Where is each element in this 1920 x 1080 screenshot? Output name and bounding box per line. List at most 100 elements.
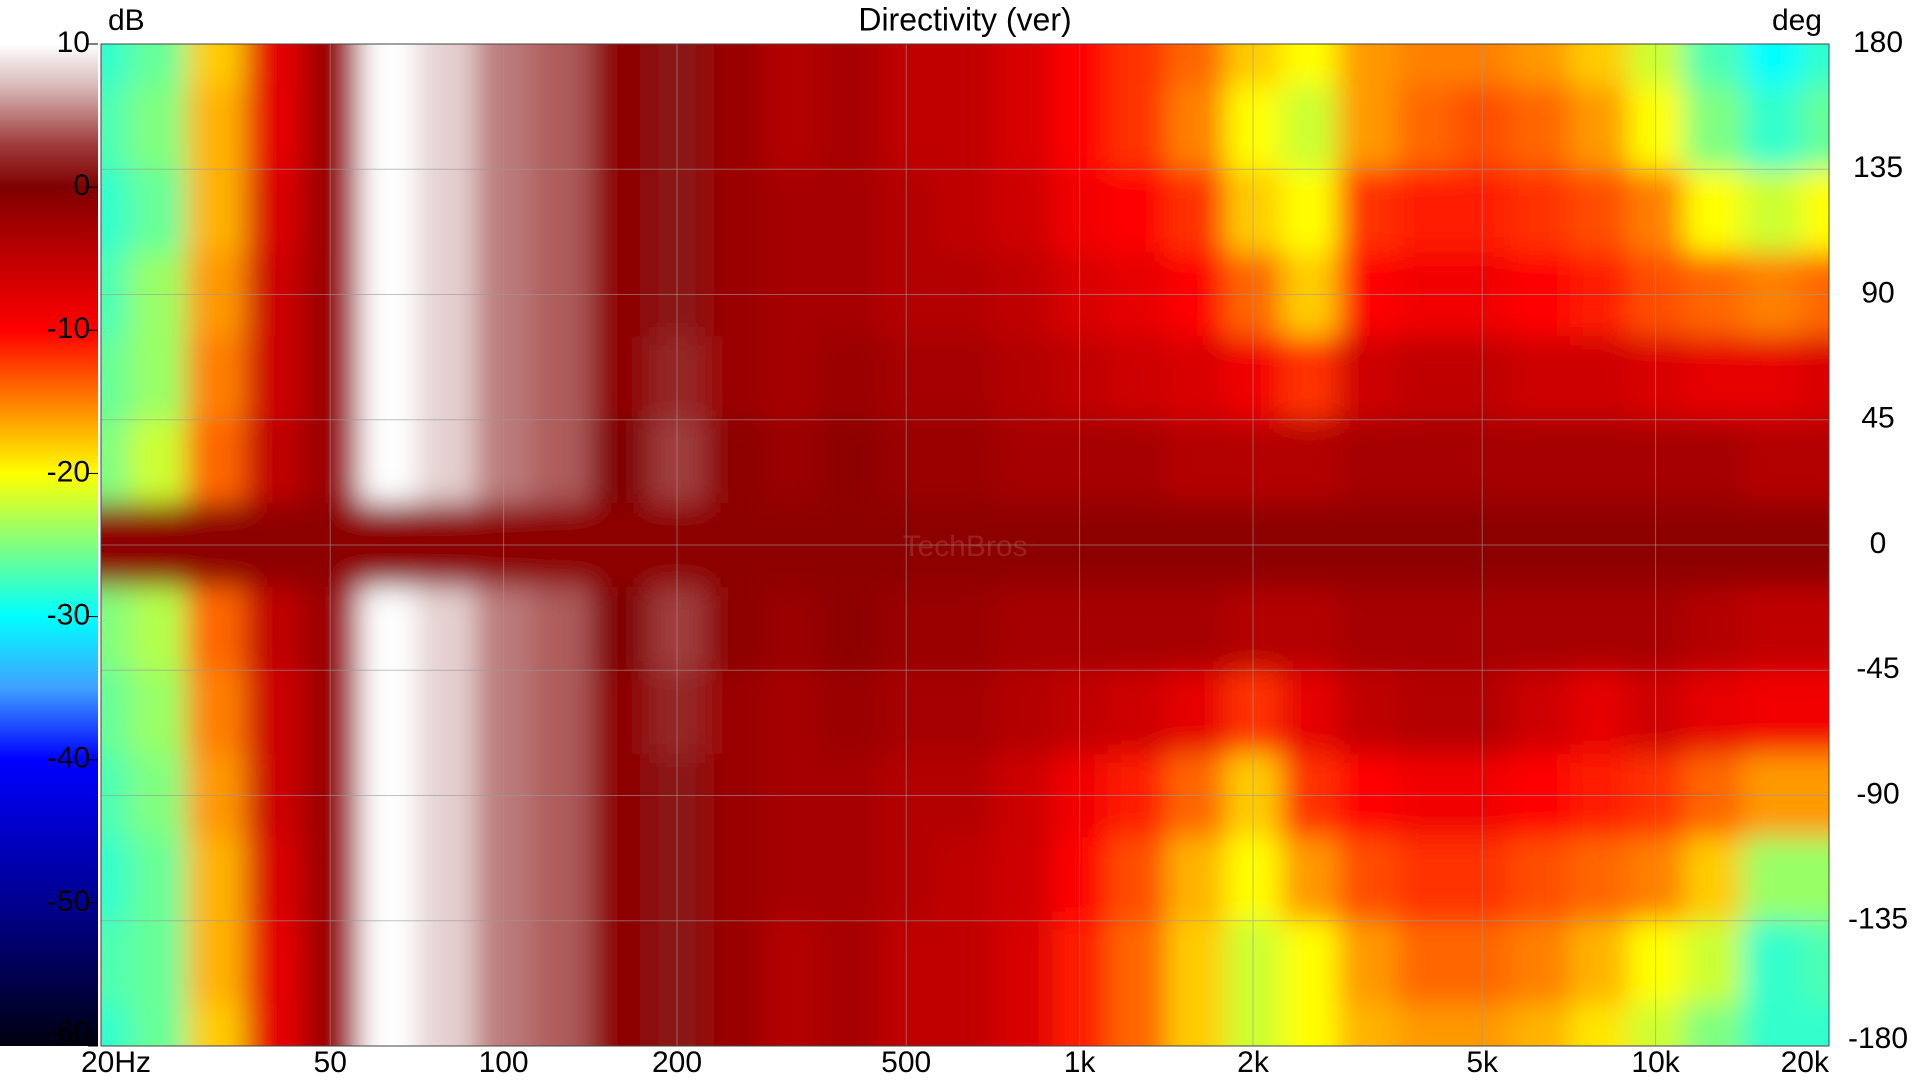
heat-cell bbox=[1280, 169, 1339, 254]
heat-cell bbox=[531, 85, 591, 170]
heat-cell bbox=[359, 336, 419, 421]
heat-cell bbox=[1107, 419, 1167, 504]
heat-cell bbox=[1569, 85, 1629, 170]
heat-cell bbox=[417, 670, 477, 755]
heat-cell bbox=[590, 44, 650, 87]
y-axis-label: deg bbox=[1772, 4, 1822, 37]
heat-cell bbox=[1337, 586, 1398, 671]
heat-cell bbox=[531, 837, 591, 922]
heat-cell bbox=[590, 419, 650, 504]
heat-cell bbox=[590, 336, 650, 421]
x-tick-label: 5k bbox=[1466, 1046, 1499, 1079]
heat-cell bbox=[1742, 336, 1802, 421]
heat-cell bbox=[244, 169, 303, 254]
heat-cell bbox=[820, 920, 879, 1005]
heat-cell bbox=[531, 670, 591, 755]
heat-cell bbox=[1742, 586, 1802, 671]
colorbar-tick-label: 0 bbox=[73, 169, 90, 202]
heat-cell bbox=[993, 1004, 1053, 1046]
heat-cell bbox=[1337, 920, 1398, 1005]
heat-cell bbox=[531, 169, 591, 254]
heat-cell bbox=[704, 85, 763, 170]
heat-cell bbox=[1801, 670, 1829, 755]
heat-cell bbox=[531, 44, 591, 87]
heat-cell bbox=[302, 837, 360, 922]
heat-cell bbox=[1454, 85, 1512, 170]
heat-cell bbox=[1337, 44, 1398, 87]
heat-cell bbox=[1683, 1004, 1743, 1046]
heat-cell bbox=[590, 169, 650, 254]
heat-cell bbox=[128, 837, 187, 922]
colorbar-tick-label: -40 bbox=[47, 742, 90, 775]
heat-cell bbox=[128, 419, 187, 504]
heat-cell bbox=[1801, 44, 1829, 87]
heat-cell bbox=[302, 920, 360, 1005]
colorbar-label: dB bbox=[108, 4, 145, 37]
heat-cell bbox=[1683, 837, 1743, 922]
heat-cell bbox=[1396, 920, 1455, 1005]
heatmap bbox=[101, 44, 1829, 1046]
heat-cell bbox=[1569, 419, 1629, 504]
heat-cell bbox=[761, 920, 822, 1005]
heat-cell bbox=[1396, 670, 1455, 755]
heat-cell bbox=[128, 169, 187, 254]
heat-cell bbox=[1107, 336, 1167, 421]
heat-cell bbox=[935, 1004, 995, 1046]
heat-cell bbox=[1107, 920, 1167, 1005]
heat-cell bbox=[820, 44, 879, 87]
y-tick-label: 90 bbox=[1861, 276, 1894, 309]
heat-cell bbox=[1280, 920, 1339, 1005]
heat-cell bbox=[1107, 670, 1167, 755]
heat-cell bbox=[1801, 336, 1829, 421]
heat-cell bbox=[1742, 920, 1802, 1005]
heat-cell bbox=[1166, 837, 1226, 922]
heat-cell bbox=[244, 419, 303, 504]
y-tick-label: 0 bbox=[1870, 527, 1887, 560]
watermark: TechBros bbox=[902, 530, 1027, 563]
heat-cell bbox=[1683, 85, 1743, 170]
colorbar bbox=[0, 44, 98, 1046]
heat-cell bbox=[935, 44, 995, 87]
heat-cell bbox=[101, 920, 130, 1005]
heat-cell bbox=[590, 920, 650, 1005]
y-tick-label: 180 bbox=[1853, 26, 1903, 59]
heat-cell bbox=[1801, 419, 1829, 504]
heat-cell bbox=[128, 336, 187, 421]
heat-cell bbox=[1454, 1004, 1512, 1046]
heat-cell bbox=[878, 44, 936, 87]
heat-cell bbox=[101, 336, 130, 421]
heat-cell bbox=[1742, 670, 1802, 755]
heat-cell bbox=[820, 586, 879, 671]
heat-cell bbox=[761, 586, 822, 671]
heat-cell bbox=[302, 586, 360, 671]
heat-cell bbox=[1569, 44, 1629, 87]
heat-cell bbox=[590, 85, 650, 170]
heat-cell bbox=[1511, 837, 1571, 922]
heat-cell bbox=[1107, 1004, 1167, 1046]
heat-cell bbox=[1396, 586, 1455, 671]
heat-cell bbox=[1742, 169, 1802, 254]
heat-cell bbox=[128, 1004, 187, 1046]
heat-cell bbox=[1742, 85, 1802, 170]
heat-cell bbox=[993, 670, 1053, 755]
heat-cell bbox=[128, 586, 187, 671]
heat-cell bbox=[761, 336, 822, 421]
x-tick-label: 200 bbox=[652, 1046, 702, 1079]
heat-cell bbox=[935, 85, 995, 170]
heat-cell bbox=[1801, 837, 1829, 922]
heat-cell bbox=[590, 670, 650, 755]
heat-cell bbox=[704, 419, 763, 504]
heat-cell bbox=[878, 837, 936, 922]
heat-cell bbox=[1683, 169, 1743, 254]
heat-cell bbox=[185, 1004, 246, 1046]
heat-cell bbox=[1396, 837, 1455, 922]
plot-frame bbox=[100, 43, 1830, 1047]
heat-cell bbox=[1166, 920, 1226, 1005]
x-tick-label: 20Hz bbox=[81, 1046, 151, 1079]
heat-cell bbox=[1569, 1004, 1629, 1046]
x-tick-label: 20k bbox=[1781, 1046, 1830, 1079]
heat-cell bbox=[417, 336, 477, 421]
heat-cell bbox=[1337, 670, 1398, 755]
x-tick-label: 100 bbox=[479, 1046, 529, 1079]
heat-cell bbox=[1511, 336, 1571, 421]
